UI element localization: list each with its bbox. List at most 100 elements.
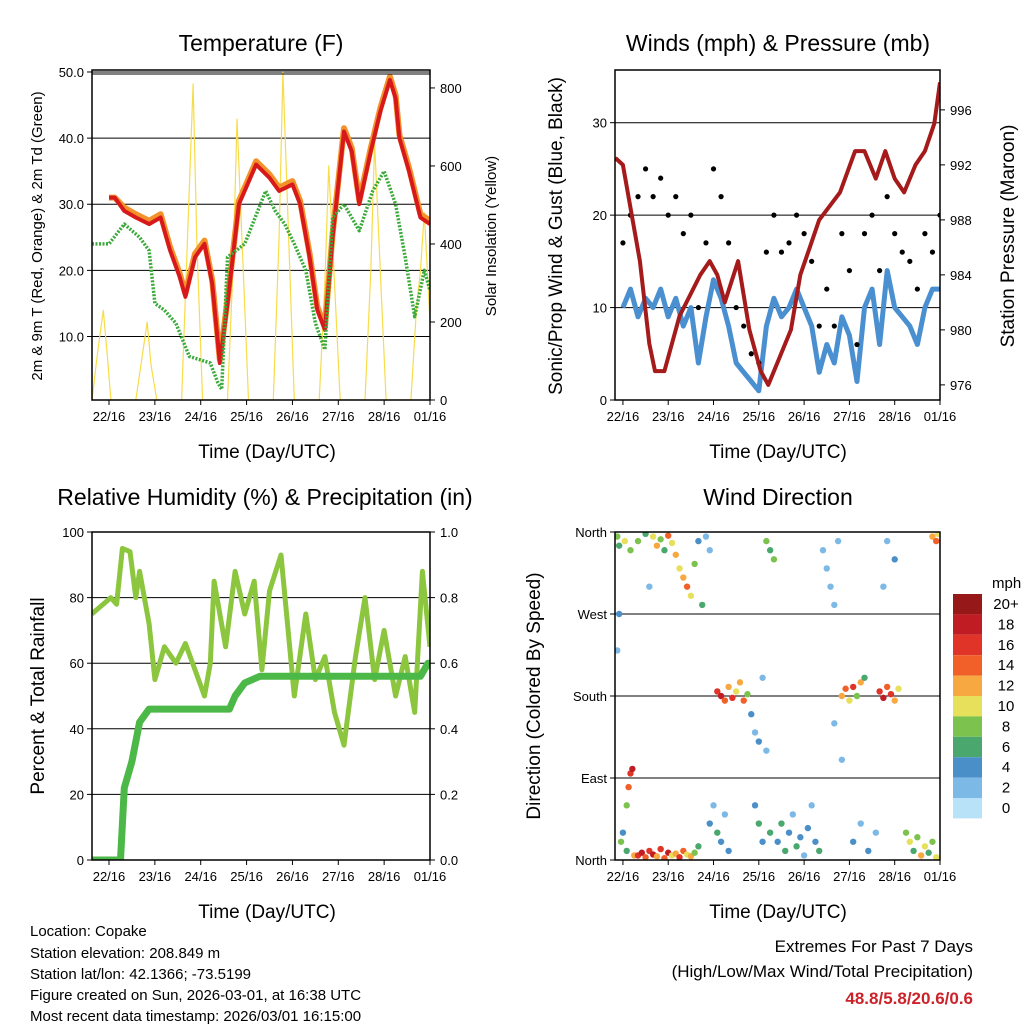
legend-swatch <box>953 757 982 778</box>
humidity-ylabel: Percent & Total Rainfall <box>28 597 49 794</box>
direction-point <box>751 729 759 736</box>
y-tick-label: 40.0 <box>59 131 84 146</box>
direction-point <box>729 694 736 702</box>
direction-point <box>661 854 668 860</box>
direction-point <box>902 829 910 836</box>
legend-label: 16 <box>998 637 1015 654</box>
y2-tick-label: 996 <box>950 103 972 118</box>
direction-point <box>691 560 698 568</box>
gust-point <box>763 249 769 255</box>
y-tick-label: North <box>575 853 607 868</box>
gust-point <box>733 304 739 311</box>
gust-point <box>839 231 845 237</box>
y2-tick-label: 980 <box>950 323 972 338</box>
direction-point <box>642 854 649 860</box>
x-tick-label: 01/16 <box>414 869 447 884</box>
direction-point <box>800 852 808 859</box>
panel-2: 22/16 23/16 24/16 25/16 26/16 27/16 28/16 01/16… <box>62 525 458 884</box>
direction-point <box>759 674 766 681</box>
direction-point <box>698 601 706 609</box>
direction-point <box>721 697 729 704</box>
recent-data-text: Most recent data timestamp: 2026/03/01 1… <box>30 1008 361 1024</box>
direction-point <box>816 847 823 855</box>
winds-xlabel: Time (Day/UTC) <box>709 442 847 463</box>
x-tick-label: 27/16 <box>833 409 866 424</box>
legend-label: 4 <box>1002 759 1010 776</box>
gust-point <box>680 231 686 237</box>
direction-point <box>649 533 657 540</box>
direction-point <box>872 829 880 836</box>
direction-point <box>831 720 838 727</box>
direction-point <box>621 537 629 545</box>
gust-point <box>884 194 890 200</box>
y-tick-label: 30.0 <box>59 197 84 212</box>
winds-title: Winds (mph) & Pressure (mb) <box>626 30 930 56</box>
direction-point <box>766 829 774 836</box>
wind-direction-title: Wind Direction <box>703 484 853 510</box>
legend-label: 6 <box>1002 739 1010 756</box>
gust-point <box>861 231 868 237</box>
y-tick-label: 10.0 <box>59 330 84 345</box>
temperature-series <box>92 71 430 400</box>
gust-point <box>816 323 822 329</box>
legend-label: 10 <box>998 698 1015 715</box>
direction-point <box>834 537 842 545</box>
x-tick-label: 27/16 <box>322 409 355 424</box>
gust-point <box>922 231 928 237</box>
direction-point <box>785 829 793 836</box>
y2-tick-label: 976 <box>950 378 972 393</box>
direction-point <box>748 711 755 718</box>
direction-point <box>691 849 698 856</box>
legend-label: 14 <box>998 657 1015 674</box>
y-tick-label: 100 <box>62 525 84 540</box>
wind-speed-line <box>620 268 940 394</box>
legend-swatch <box>953 675 982 696</box>
x-tick-label: 26/16 <box>276 869 309 884</box>
plot-frame <box>91 531 431 861</box>
direction-point <box>676 854 683 860</box>
panel-0: 22/16 23/16 24/16 25/16 26/16 27/16 28/16 01/16… <box>59 65 462 424</box>
direction-point <box>672 551 679 558</box>
direction-point <box>887 690 895 698</box>
x-tick-label: 22/16 <box>607 409 640 424</box>
gust-point <box>658 175 664 181</box>
direction-point <box>732 688 740 695</box>
direction-point <box>883 683 891 691</box>
direction-point <box>755 820 763 827</box>
gust-point <box>831 323 837 329</box>
y2-tick-label: 0.4 <box>440 722 458 737</box>
direction-point <box>849 683 857 691</box>
legend-swatch <box>953 594 982 615</box>
direction-point <box>646 583 653 590</box>
direction-point <box>808 802 815 809</box>
direction-point <box>642 532 649 538</box>
legend-swatch <box>953 634 982 656</box>
direction-point <box>683 583 691 590</box>
gust-point <box>650 194 656 200</box>
x-tick-label: 28/16 <box>368 409 401 424</box>
x-tick-label: 22/16 <box>93 869 126 884</box>
direction-point <box>657 536 664 543</box>
direction-point <box>714 688 721 695</box>
gust-point <box>801 231 807 237</box>
x-tick-label: 23/16 <box>139 869 172 884</box>
legend-swatch <box>953 614 982 635</box>
y-tick-label: North <box>575 525 607 540</box>
direction-point <box>823 565 830 572</box>
x-tick-label: 22/16 <box>93 409 126 424</box>
legend-label: 18 <box>998 616 1015 633</box>
direction-point <box>865 847 872 855</box>
y2-tick-label: 988 <box>950 213 972 228</box>
gust-point <box>620 240 626 246</box>
direction-point <box>695 537 702 545</box>
direction-point <box>627 547 634 554</box>
x-tick-label: 01/16 <box>924 409 957 424</box>
direction-point <box>846 697 853 704</box>
direction-point <box>710 802 717 809</box>
direction-point <box>838 692 846 700</box>
direction-point <box>740 697 747 704</box>
y2-tick-label: 1.0 <box>440 525 458 540</box>
direction-point <box>880 583 887 590</box>
direction-point <box>619 829 627 836</box>
